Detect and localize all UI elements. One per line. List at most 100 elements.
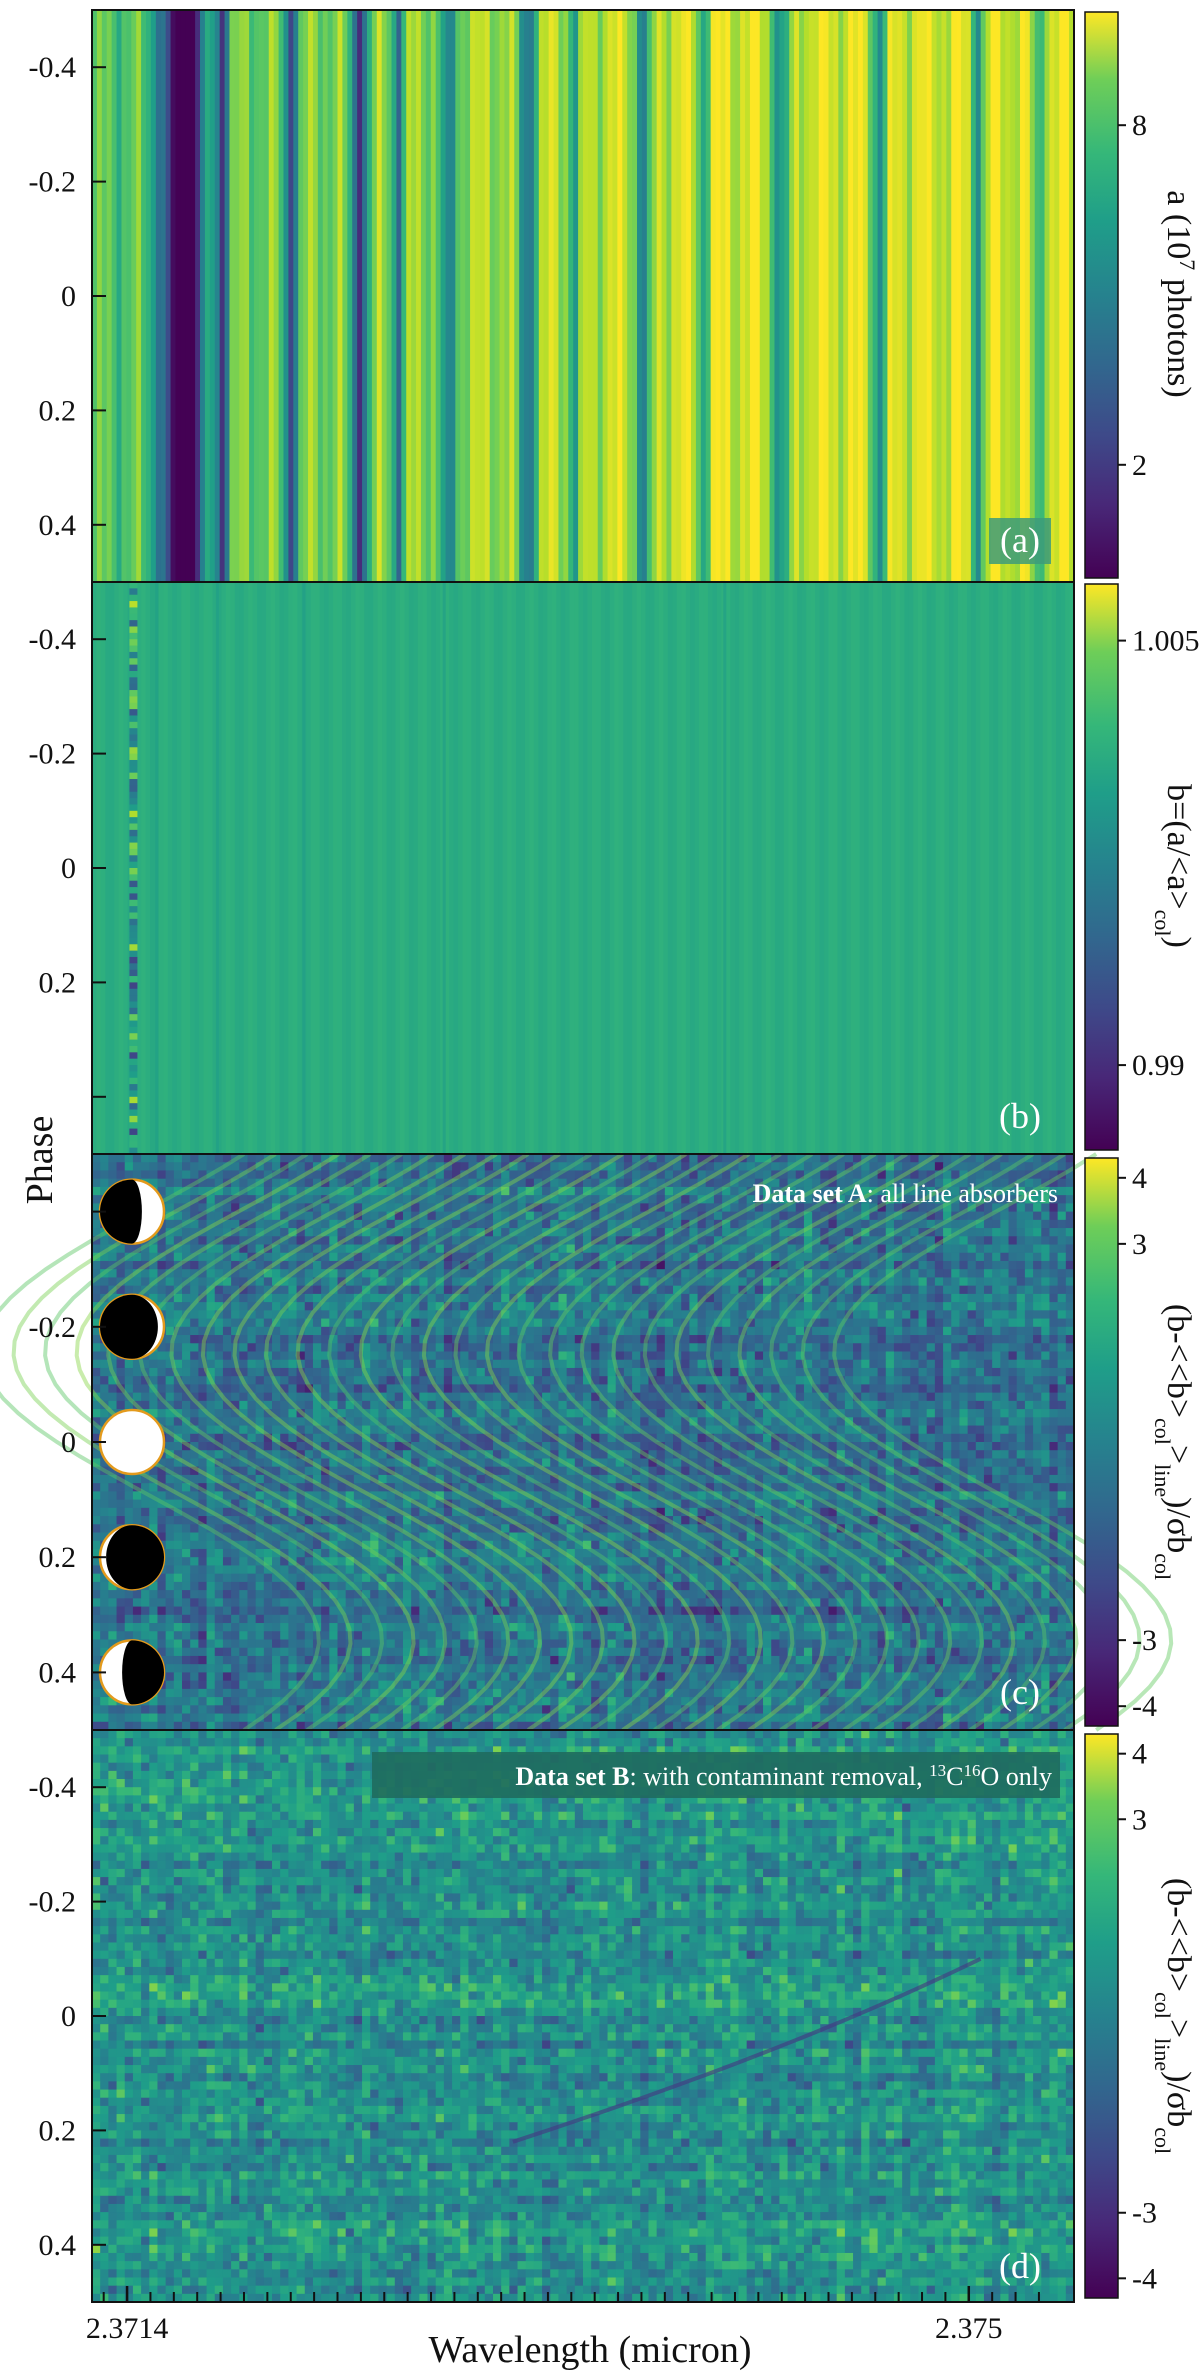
noise-cell (983, 1228, 993, 1237)
noise-cell (983, 1162, 993, 1171)
noise-cell (959, 1260, 969, 1270)
panel-b-residual-cell (129, 848, 138, 856)
noise-cell (427, 1186, 437, 1196)
noise-cell (607, 1310, 617, 1320)
noise-cell (263, 1442, 273, 1451)
noise-cell (992, 1277, 1001, 1287)
panel-a-band (627, 10, 633, 582)
noise-cell (583, 1425, 592, 1435)
noise-cell (844, 1154, 854, 1163)
noise-cell (1057, 1219, 1067, 1229)
noise-cell (501, 1359, 510, 1369)
noise-cell (812, 1343, 821, 1352)
noise-cell (967, 1392, 977, 1402)
noise-cell (722, 1285, 731, 1295)
noise-cell (763, 1417, 772, 1427)
noise-cell (844, 1170, 854, 1180)
noise-cell (722, 1293, 731, 1303)
panel-a-band (892, 10, 898, 582)
noise-cell (214, 1318, 224, 1328)
noise-cell (337, 1367, 347, 1377)
noise-cell (738, 1178, 748, 1188)
noise-cell (222, 1343, 232, 1352)
noise-cell (820, 1367, 829, 1377)
noise-cell (820, 1343, 829, 1352)
panel-b-band (1020, 582, 1026, 1154)
noise-cell (583, 1228, 592, 1237)
noise-cell (353, 1219, 363, 1229)
noise-cell (787, 1203, 797, 1213)
noise-cell (1016, 1417, 1026, 1427)
noise-cell (959, 1244, 969, 1254)
panel-b-residual-cell (129, 1134, 138, 1142)
noise-cell (190, 1178, 199, 1188)
noise-cell (329, 1384, 338, 1394)
noise-cell (337, 1351, 347, 1361)
panel-b-band (413, 582, 419, 1154)
noise-cell (468, 1351, 478, 1361)
panel-b-residual-cell (129, 893, 138, 901)
noise-cell (893, 1186, 903, 1196)
noise-cell (468, 1228, 478, 1237)
panel-b-band (158, 582, 165, 1154)
noise-cell (92, 1285, 101, 1295)
panel-a-band (833, 10, 839, 582)
noise-cell (673, 1236, 682, 1246)
noise-cell (844, 1359, 854, 1369)
noise-cell (615, 1228, 625, 1237)
noise-cell (902, 1178, 911, 1188)
noise-cell (877, 1285, 887, 1295)
panel-a-band (1015, 10, 1021, 582)
panel-b-residual-cell (129, 1065, 138, 1072)
noise-cell (861, 1367, 870, 1377)
noise-cell (427, 1269, 437, 1278)
noise-cell (918, 1384, 928, 1394)
noise-cell (353, 1277, 363, 1287)
noise-cell (918, 1302, 928, 1311)
noise-cell (861, 1302, 870, 1311)
noise-cell (664, 1326, 674, 1336)
noise-cell (362, 1302, 371, 1311)
panel-b-band (547, 582, 553, 1154)
noise-cell (869, 1384, 879, 1394)
noise-cell (934, 1203, 944, 1213)
noise-cell (239, 1178, 248, 1188)
noise-cell (828, 1162, 838, 1171)
noise-cell (705, 1203, 715, 1213)
noise-cell (591, 1170, 600, 1180)
noise-cell (1024, 1285, 1034, 1295)
noise-cell (1033, 1400, 1042, 1410)
noise-cell (918, 1211, 928, 1221)
noise-cell (419, 1211, 429, 1221)
panel-b-band (810, 582, 816, 1154)
noise-cell (312, 1318, 322, 1328)
noise-cell (885, 1367, 895, 1377)
noise-cell (975, 1384, 985, 1394)
noise-cell (345, 1409, 355, 1418)
panel-b-band (190, 582, 196, 1154)
noise-cell (198, 1277, 208, 1287)
noise-cell (934, 1269, 944, 1278)
noise-cell (615, 1252, 625, 1262)
noise-cell (983, 1269, 993, 1278)
noise-cell (443, 1351, 453, 1361)
noise-cell (574, 1162, 584, 1171)
noise-cell (222, 1359, 232, 1369)
panel-b-residual-cell (129, 918, 138, 926)
noise-cell (844, 1269, 854, 1278)
noise-cell (893, 1236, 903, 1246)
noise-cell (468, 1318, 478, 1328)
noise-cell (918, 1417, 928, 1427)
noise-cell (1041, 1293, 1050, 1303)
noise-cell (902, 1409, 911, 1418)
panel-a-band (416, 10, 422, 582)
noise-cell (599, 1310, 609, 1320)
noise-cell (222, 1335, 232, 1344)
noise-cell (746, 1162, 756, 1171)
noise-cell (951, 1277, 960, 1287)
panel-b-band (337, 582, 343, 1154)
noise-cell (722, 1318, 731, 1328)
noise-cell (386, 1154, 396, 1163)
noise-cell (975, 1335, 985, 1344)
noise-cell (926, 1277, 936, 1287)
